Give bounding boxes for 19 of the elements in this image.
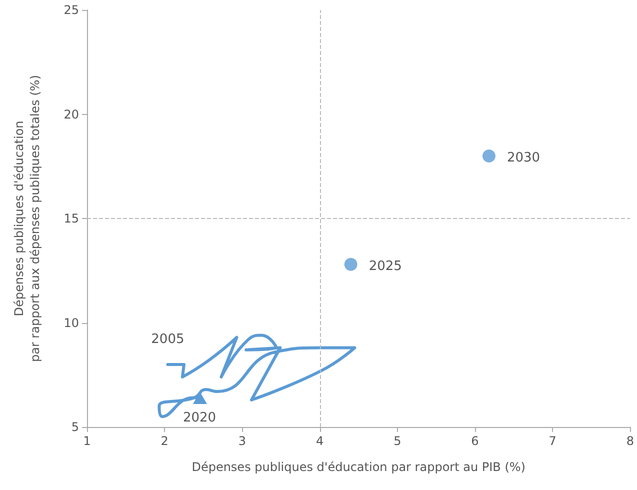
annotation: 2025 — [368, 258, 402, 274]
y-tick-label: 5 — [71, 420, 79, 434]
annotation: 2030 — [506, 150, 540, 166]
x-tick-label: 8 — [626, 434, 634, 448]
y-tick-label: 25 — [64, 3, 79, 17]
x-tick-label: 6 — [471, 434, 479, 448]
x-tick-label: 1 — [83, 434, 91, 448]
y-axis-title: Dépenses publiques d'éducation par rapport aux dépenses publiques totales (%) — [12, 74, 42, 362]
x-tick-label: 2 — [160, 434, 168, 448]
x-tick-label: 5 — [394, 434, 402, 448]
x-tick-label: 3 — [238, 434, 246, 448]
annotation: 2005 — [151, 332, 184, 347]
y-tick-label: 10 — [64, 316, 79, 330]
x-tick-label: 4 — [316, 434, 324, 448]
y-tick-label: 15 — [64, 212, 79, 226]
x-tick-label: 7 — [548, 434, 556, 448]
x-axis-title: Dépenses publiques d'éducation par rapport au PIB (%) — [192, 460, 526, 474]
y-tick-label: 20 — [64, 107, 79, 122]
annotation: 2020 — [182, 410, 216, 426]
